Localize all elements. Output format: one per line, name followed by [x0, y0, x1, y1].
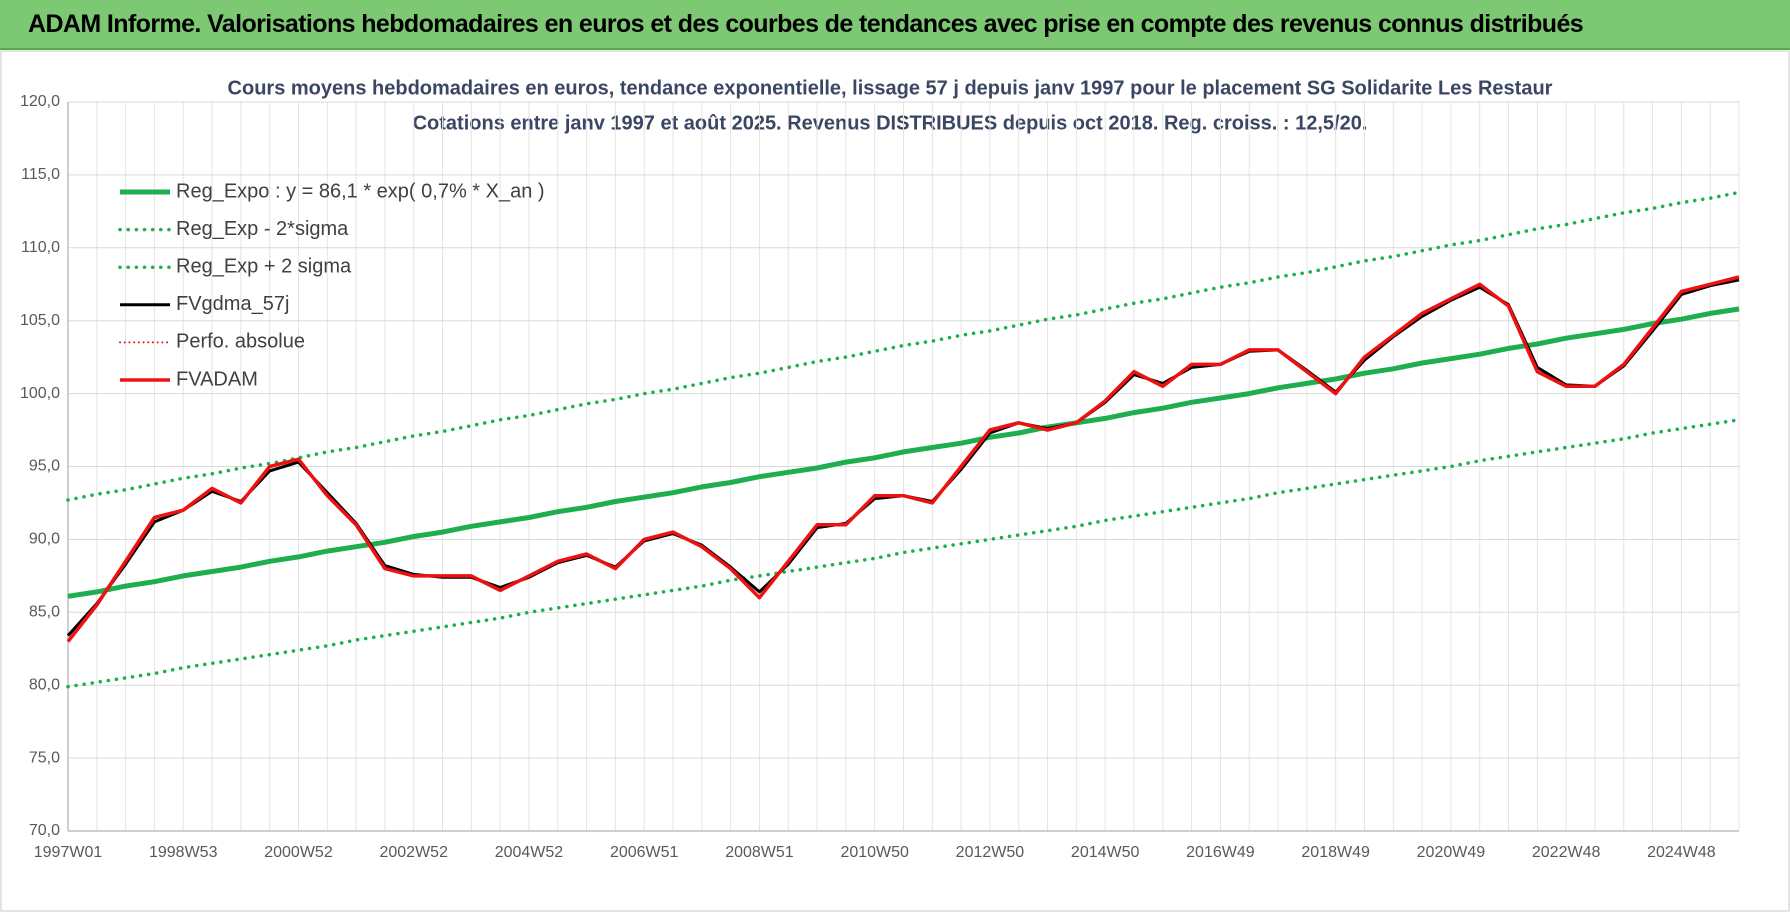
legend-label: FVgdma_57j [176, 293, 289, 315]
x-tick-label: 2010W50 [840, 844, 909, 861]
x-tick-label: 2008W51 [725, 844, 794, 861]
y-tick-label: 95,0 [29, 458, 60, 475]
x-tick-label: 2002W52 [379, 844, 448, 861]
series-line [66, 275, 1740, 643]
y-tick-label: 110,0 [21, 239, 60, 256]
chart: Cours moyens hebdomadaires en euros, ten… [0, 50, 1790, 912]
x-tick-label: 1997W01 [34, 844, 103, 861]
x-tick-label: 2006W51 [610, 844, 679, 861]
y-tick-label: 85,0 [29, 604, 60, 621]
y-tick-label: 75,0 [29, 749, 60, 766]
x-tick-label: 2018W49 [1301, 844, 1370, 861]
x-tick-label: 2016W49 [1186, 844, 1255, 861]
series-line [66, 418, 1741, 689]
chart-frame [0, 50, 1790, 912]
legend-label: Reg_Exp - 2*sigma [176, 218, 349, 240]
x-tick-label: 2024W48 [1647, 844, 1716, 861]
legend-label: FVADAM [176, 368, 258, 390]
x-tick-label: 2012W50 [956, 844, 1025, 861]
y-tick-label: 105,0 [20, 312, 60, 329]
chart-subtitle: Cotations entre janv 1997 et août 2025. … [413, 112, 1368, 134]
y-tick-label: 80,0 [29, 676, 60, 693]
x-tick-label: 2004W52 [495, 844, 564, 861]
x-tick-label: 2000W52 [264, 844, 333, 861]
series-line [67, 306, 1740, 599]
y-tick-label: 90,0 [29, 531, 60, 548]
banner: ADAM Informe. Valorisations hebdomadaire… [0, 0, 1790, 50]
x-tick-label: 2020W49 [1417, 844, 1486, 861]
y-tick-label: 100,0 [20, 385, 60, 402]
legend-label: Reg_Expo : y = 86,1 * exp( 0,7% * X_an ) [176, 180, 545, 202]
y-tick-label: 70,0 [29, 822, 60, 839]
x-tick-label: 2014W50 [1071, 844, 1140, 861]
banner-title: ADAM Informe. Valorisations hebdomadaire… [28, 10, 1584, 38]
legend-label: Reg_Exp + 2 sigma [176, 255, 352, 277]
x-tick-label: 1998W53 [149, 844, 218, 861]
y-tick-label: 115,0 [21, 166, 60, 183]
y-tick-label: 120,0 [20, 93, 60, 110]
legend-label: Perfo. absolue [176, 331, 305, 353]
chart-title: Cours moyens hebdomadaires en euros, ten… [228, 77, 1553, 99]
x-tick-label: 2022W48 [1532, 844, 1601, 861]
